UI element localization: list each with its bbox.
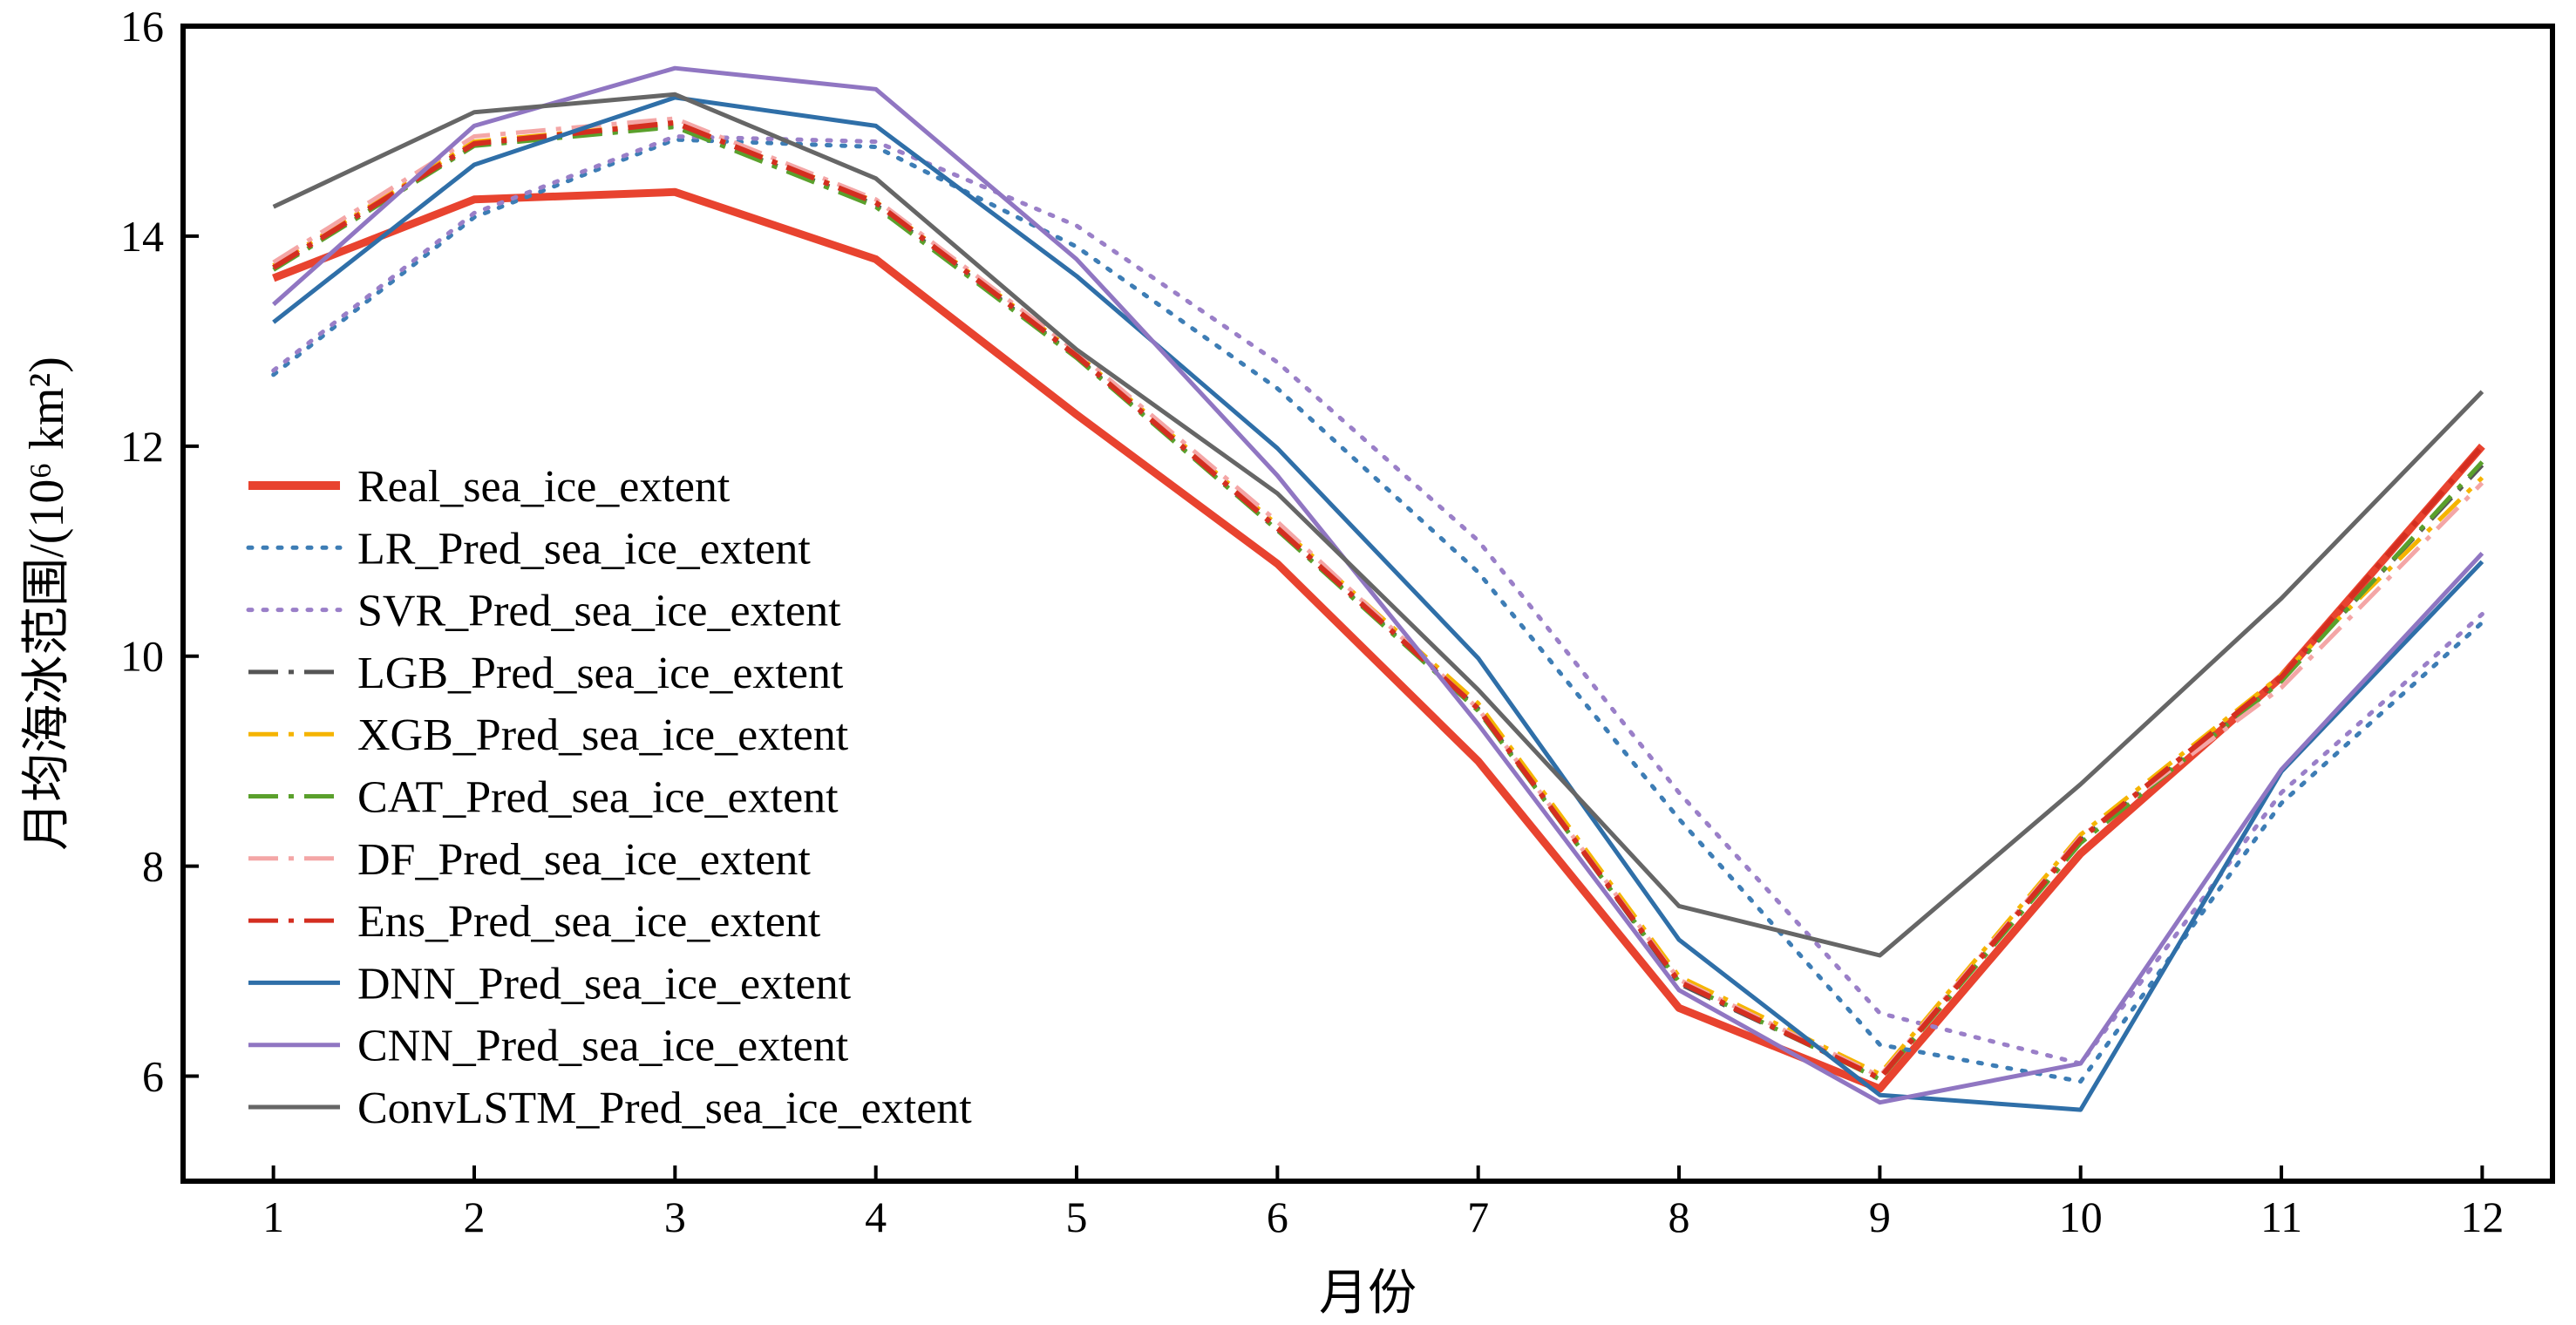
legend-label: CNN_Pred_sea_ice_extent [357, 1022, 849, 1071]
x-tick-label: 4 [865, 1192, 887, 1241]
x-tick-label: 11 [2260, 1192, 2302, 1241]
y-tick-label: 16 [120, 2, 164, 51]
x-axis-title: 月份 [1319, 1267, 1417, 1321]
series-line [272, 187, 2485, 1093]
x-tick-label: 9 [1869, 1192, 1891, 1241]
x-tick-label: 2 [463, 1192, 485, 1241]
x-tick-label: 6 [1267, 1192, 1288, 1241]
legend-label: Ens_Pred_sea_ice_extent [357, 897, 821, 947]
series-line [272, 92, 2484, 958]
legend-label: SVR_Pred_sea_ice_extent [357, 587, 841, 636]
legend-label: DF_Pred_sea_ice_extent [357, 835, 811, 885]
y-axis-title: 月均海冰范围/(10⁶ km²) [20, 357, 74, 851]
x-tick-label: 1 [262, 1192, 284, 1241]
y-tick-label: 6 [142, 1052, 164, 1101]
series-group [271, 65, 2485, 1112]
series-line [272, 119, 2484, 1081]
plot-frame [180, 24, 2555, 1184]
plot-area [180, 24, 2555, 1184]
legend-label: LR_Pred_sea_ice_extent [357, 524, 811, 574]
series-line [271, 137, 2484, 1084]
y-tick-label: 8 [142, 842, 164, 891]
x-tick-label: 5 [1066, 1192, 1088, 1241]
y-tick-label: 12 [120, 422, 164, 471]
x-tick-label: 8 [1669, 1192, 1690, 1241]
legend-label: CAT_Pred_sea_ice_extent [357, 773, 839, 823]
legend-label: ConvLSTM_Pred_sea_ice_extent [357, 1084, 972, 1133]
legend-label: XGB_Pred_sea_ice_extent [357, 710, 849, 760]
x-tick-label: 3 [664, 1192, 686, 1241]
legend: Real_sea_ice_extent LR_Pred_sea_ice_exten… [246, 462, 972, 1133]
series-line [272, 65, 2484, 1105]
legend-label: Real_sea_ice_extent [357, 462, 731, 512]
legend-label: LGB_Pred_sea_ice_extent [357, 649, 844, 698]
y-tick-label: 10 [120, 632, 164, 681]
series-line [272, 95, 2484, 1112]
y-tick-label: 14 [120, 212, 164, 261]
legend-label: DNN_Pred_sea_ice_extent [357, 959, 852, 1009]
x-tick-label: 12 [2460, 1192, 2504, 1241]
x-tick-label: 7 [1467, 1192, 1489, 1241]
x-tick-label: 10 [2059, 1192, 2103, 1241]
